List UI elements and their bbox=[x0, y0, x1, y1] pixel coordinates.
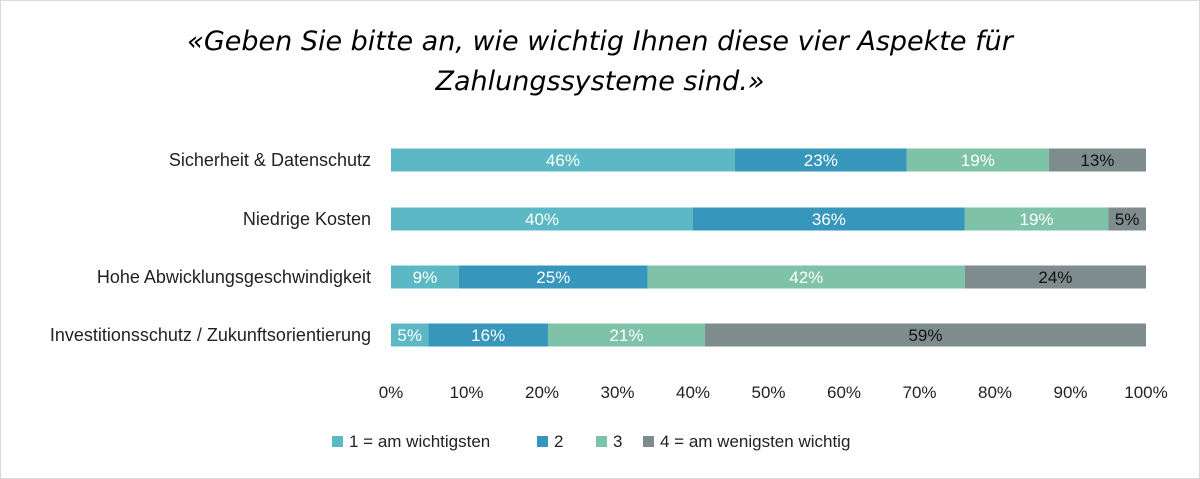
bar-segment bbox=[647, 265, 965, 289]
x-tick-label: 20% bbox=[525, 383, 559, 402]
bar-data-label: 23% bbox=[804, 151, 838, 170]
x-tick-label: 60% bbox=[827, 383, 861, 402]
bar-data-label: 13% bbox=[1080, 151, 1114, 170]
chart-title-line-2: Zahlungssysteme sind.» bbox=[435, 66, 765, 97]
category-label: Niedrige Kosten bbox=[243, 209, 371, 229]
bar-segment bbox=[391, 323, 429, 347]
x-tick-label: 90% bbox=[1053, 383, 1087, 402]
bar-data-label: 36% bbox=[812, 210, 846, 229]
bar-data-label: 5% bbox=[1115, 210, 1140, 229]
bar-data-label: 24% bbox=[1038, 268, 1072, 287]
bar-data-label: 42% bbox=[789, 268, 823, 287]
bar-data-label: 5% bbox=[397, 326, 422, 345]
legend-label: 1 = am wichtigsten bbox=[349, 432, 490, 451]
bar-segment bbox=[964, 207, 1109, 231]
bar-segment bbox=[906, 148, 1049, 172]
bar-segment bbox=[391, 265, 459, 289]
legend-label: 2 bbox=[554, 432, 563, 451]
bar-segment bbox=[391, 207, 693, 231]
legend-swatch bbox=[596, 436, 607, 447]
bar-segment bbox=[391, 148, 735, 172]
category-label: Hohe Abwicklungsgeschwindigkeit bbox=[97, 267, 371, 287]
chart-title-line-1: «Geben Sie bitte an, wie wichtig Ihnen d… bbox=[187, 26, 1013, 57]
bar-segment bbox=[428, 323, 548, 347]
x-tick-label: 100% bbox=[1124, 383, 1167, 402]
x-tick-label: 30% bbox=[600, 383, 634, 402]
bar-segment bbox=[458, 265, 648, 289]
bar-segment bbox=[547, 323, 705, 347]
bar-data-label: 19% bbox=[961, 151, 995, 170]
x-tick-label: 0% bbox=[379, 383, 404, 402]
category-label: Investitionsschutz / Zukunftsorientierun… bbox=[50, 325, 371, 345]
bar-segment bbox=[1048, 148, 1146, 172]
chart-title: «Geben Sie bitte an, wie wichtig Ihnen d… bbox=[0, 22, 1200, 102]
bar-segment bbox=[704, 323, 1146, 347]
category-label: Sicherheit & Datenschutz bbox=[169, 150, 371, 170]
x-tick-label: 80% bbox=[978, 383, 1012, 402]
bar-data-label: 59% bbox=[908, 326, 942, 345]
legend-label: 4 = am wenigsten wichtig bbox=[660, 432, 850, 451]
bar-data-label: 9% bbox=[413, 268, 438, 287]
bar-data-label: 40% bbox=[525, 210, 559, 229]
legend-swatch bbox=[643, 436, 654, 447]
bar-data-label: 16% bbox=[471, 326, 505, 345]
bar-segment bbox=[1108, 207, 1146, 231]
x-tick-label: 50% bbox=[751, 383, 785, 402]
x-tick-label: 70% bbox=[902, 383, 936, 402]
x-tick-label: 40% bbox=[676, 383, 710, 402]
bar-segment bbox=[693, 207, 965, 231]
bar-data-label: 21% bbox=[609, 326, 643, 345]
legend-swatch bbox=[537, 436, 548, 447]
bar-data-label: 25% bbox=[536, 268, 570, 287]
legend-label: 3 bbox=[613, 432, 622, 451]
bar-segment bbox=[734, 148, 907, 172]
bar-segment bbox=[964, 265, 1146, 289]
bar-data-label: 46% bbox=[546, 151, 580, 170]
bar-data-label: 19% bbox=[1020, 210, 1054, 229]
legend-swatch bbox=[332, 436, 343, 447]
x-tick-label: 10% bbox=[449, 383, 483, 402]
